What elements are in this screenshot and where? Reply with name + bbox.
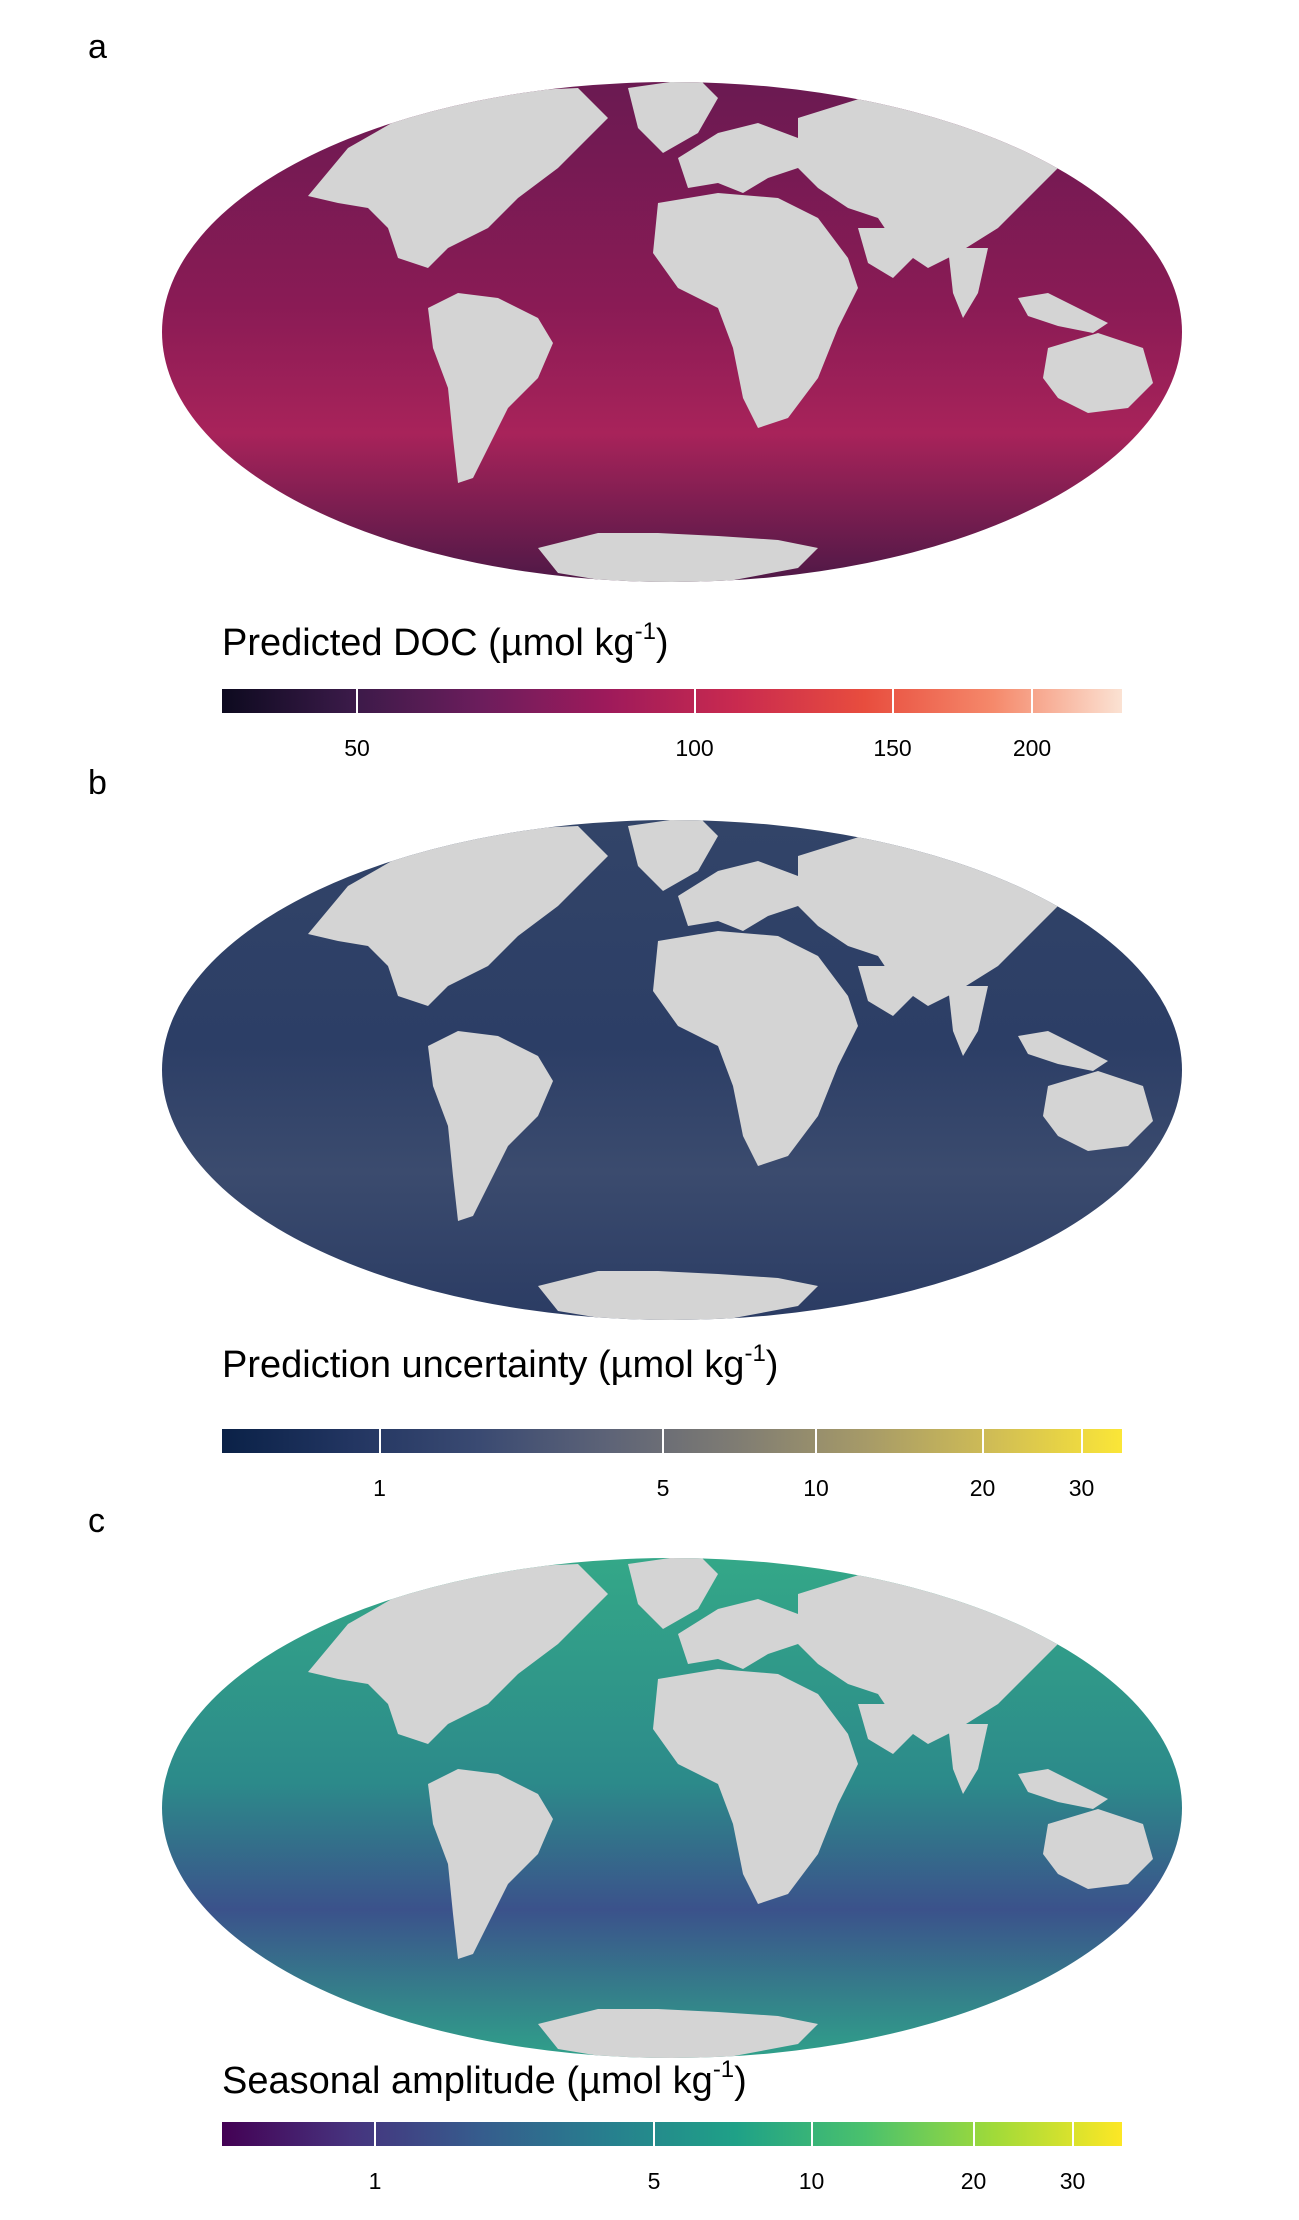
colorbar-tick-label: 1 xyxy=(368,2168,382,2194)
panel-letter: b xyxy=(88,764,107,802)
land-arabia xyxy=(858,1704,918,1754)
colorbar-tick-label: 20 xyxy=(960,2168,987,2194)
colorbar-tick xyxy=(693,689,696,713)
land-indonesia xyxy=(1018,293,1108,333)
land-north-america xyxy=(308,88,608,268)
land-africa xyxy=(653,1669,858,1904)
panel-letter: c xyxy=(88,1502,105,1540)
land-greenland xyxy=(628,820,718,891)
land-antarctica xyxy=(538,1271,818,1320)
colorbar-tick xyxy=(653,2122,655,2146)
land-africa xyxy=(653,931,858,1166)
colorbar-tick xyxy=(891,689,894,713)
panel-letter: a xyxy=(88,28,107,66)
land-australia xyxy=(1043,333,1153,413)
land-india xyxy=(948,1724,988,1794)
panel-b: b Prediction uncertainty (µmol kg-1) 1 5 1… xyxy=(88,764,1186,1501)
land-arabia xyxy=(858,966,918,1016)
colorbar-tick xyxy=(1071,2122,1074,2146)
colorbar-tick-label: 5 xyxy=(656,1475,670,1501)
colorbar-tick-label: 10 xyxy=(803,1475,829,1501)
colorbar-tick-label: 10 xyxy=(798,2168,825,2194)
colorbar xyxy=(222,1429,1122,1453)
colorbar-tick xyxy=(972,2122,975,2146)
colorbar-tick-label: 200 xyxy=(1012,735,1052,761)
land-africa xyxy=(653,193,858,428)
land-indonesia xyxy=(1018,1031,1108,1071)
land-south-america xyxy=(428,293,553,483)
ocean-field xyxy=(162,1558,1182,2058)
colorbar xyxy=(222,2122,1122,2146)
colorbar-tick xyxy=(815,1429,817,1453)
colorbar-title: Prediction uncertainty (µmol kg-1) xyxy=(222,1340,779,1386)
colorbar-tick-label: 100 xyxy=(675,735,714,761)
land-india xyxy=(948,248,988,318)
colorbar-tick-label: 30 xyxy=(1059,2168,1086,2194)
predicted-doc-map xyxy=(158,78,1186,586)
land-australia xyxy=(1043,1809,1153,1889)
land-arabia xyxy=(858,228,918,278)
colorbar-tick xyxy=(662,1429,664,1453)
land-europe xyxy=(678,1599,798,1669)
land-greenland xyxy=(628,82,718,153)
colorbar-tick xyxy=(378,1429,381,1453)
colorbar-tick xyxy=(981,1429,984,1453)
land-antarctica xyxy=(538,2009,818,2058)
land-europe xyxy=(678,123,798,193)
land-antarctica xyxy=(538,533,818,582)
land-masses xyxy=(308,820,1153,1320)
prediction-uncertainty-map xyxy=(158,816,1186,1324)
colorbar-tick xyxy=(1080,1429,1083,1453)
land-india xyxy=(948,986,988,1056)
land-australia xyxy=(1043,1071,1153,1151)
land-south-america xyxy=(428,1769,553,1959)
colorbar-tick-label: 30 xyxy=(1068,1475,1095,1501)
colorbar-tick xyxy=(356,689,358,713)
colorbar-title: Predicted DOC (µmol kg-1) xyxy=(222,618,669,664)
colorbar-tick-label: 1 xyxy=(373,1475,386,1501)
land-europe xyxy=(678,861,798,931)
land-north-america xyxy=(308,1564,608,1744)
colorbar-title: Seasonal amplitude (µmol kg-1) xyxy=(222,2056,747,2102)
colorbar-tick xyxy=(1031,689,1033,713)
colorbar-tick-label: 5 xyxy=(647,2168,661,2194)
colorbar-tick xyxy=(374,2122,376,2146)
land-north-america xyxy=(308,826,608,1006)
land-indonesia xyxy=(1018,1769,1108,1809)
land-south-america xyxy=(428,1031,553,1221)
colorbar xyxy=(222,689,1122,713)
seasonal-amplitude-map xyxy=(158,1554,1186,2062)
colorbar-tick-label: 50 xyxy=(344,735,370,761)
colorbar-tick xyxy=(810,2122,813,2146)
land-greenland xyxy=(628,1558,718,1629)
colorbar-tick-label: 20 xyxy=(969,1475,996,1501)
colorbar-tick-label: 150 xyxy=(873,735,912,761)
panel-a: a Predicted DOC (µmol kg-1) 50 100 150 200 xyxy=(0,0,1299,761)
